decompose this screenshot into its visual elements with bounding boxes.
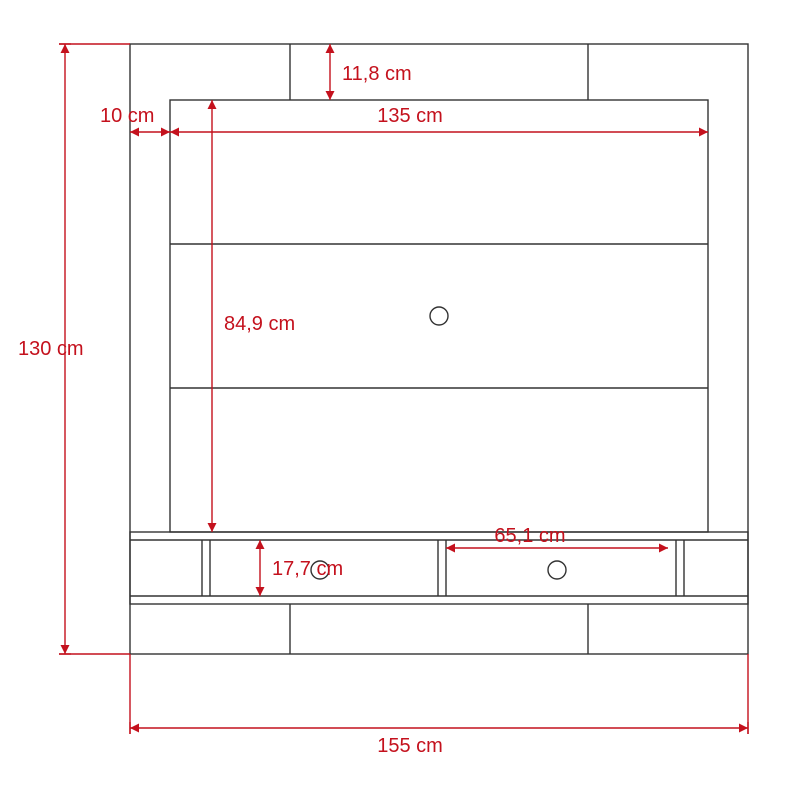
dimension-label-total_width: 155 cm [377, 735, 443, 757]
dimension-label-panel_height: 84,9 cm [224, 313, 295, 335]
dimension-label-top_gap: 11,8 cm [342, 63, 412, 85]
dimension-label-side_gap: 10 cm [100, 105, 154, 127]
dimension-label-panel_width: 135 cm [377, 105, 443, 127]
dimension-annotations: 130 cm 155 cm 11,8 cm 10 cm 135 cm 84,9 cm 17,… [18, 44, 748, 757]
dimension-label-total_height: 130 cm [18, 338, 84, 360]
dimension-label-shelf_height: 17,7 cm [272, 558, 343, 580]
furniture-outline [130, 44, 748, 654]
dimension-label-shelf_width: 65,1 cm [494, 525, 565, 547]
